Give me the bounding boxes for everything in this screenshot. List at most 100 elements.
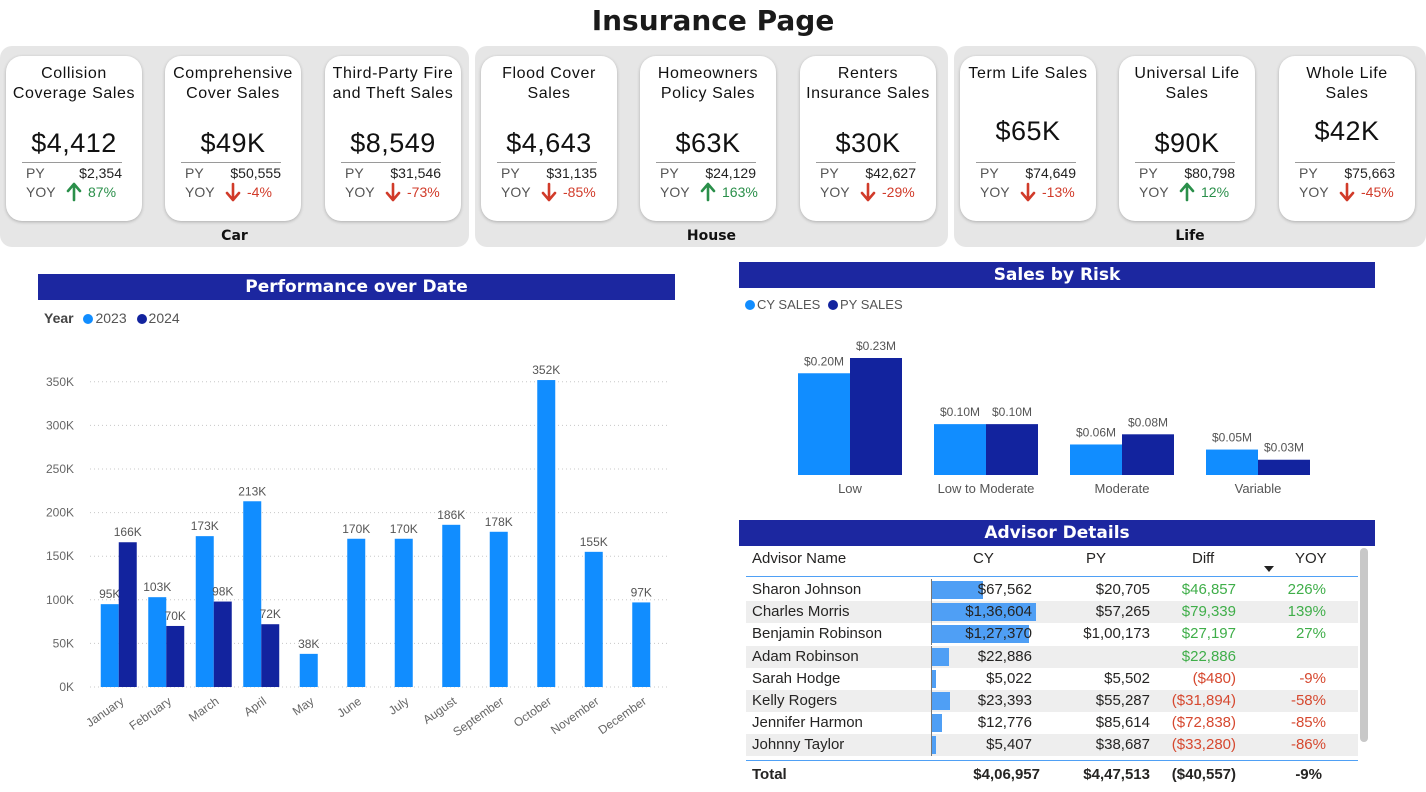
y-tick-label: 100K (46, 593, 74, 607)
yoy-label: YOY (980, 184, 1010, 200)
kpi-group-car: Collision Coverage Sales $4,412 PY $2,354 YO… (0, 46, 469, 247)
bar-py-sales[interactable] (850, 358, 902, 475)
table-row[interactable]: Kelly Rogers $23,393 $55,287 ($31,894) -58% (746, 690, 1358, 712)
kpi-card-divider (341, 162, 441, 163)
total-cy: $4,06,957 (973, 766, 1040, 783)
bar-2023[interactable] (632, 602, 651, 687)
legend-item-py-sales[interactable]: PY SALES (827, 297, 903, 312)
bar-2024[interactable] (118, 542, 137, 687)
kpi-card[interactable]: Renters Insurance Sales $30K PY $42,627 YOY -… (800, 56, 936, 221)
bar-2023[interactable] (442, 524, 461, 687)
kpi-card-yoy-row: YOY -13% (980, 182, 1076, 202)
kpi-card[interactable]: Third-Party Fire and Theft Sales $8,549 PY… (325, 56, 461, 221)
y-tick-label: 150K (46, 549, 74, 563)
bar-2023[interactable] (100, 604, 119, 687)
bar-2023[interactable] (299, 653, 318, 687)
bar-2023[interactable] (347, 538, 366, 687)
yoy-value: -29% (882, 184, 915, 200)
bar-2024[interactable] (213, 601, 232, 687)
kpi-card-value: $42K (1314, 116, 1380, 146)
kpi-card[interactable]: Collision Coverage Sales $4,412 PY $2,354 YO… (6, 56, 142, 221)
y-tick-label: 0K (59, 680, 74, 694)
cell-cy: $12,776 (977, 714, 1032, 732)
bar-cy-sales[interactable] (1070, 444, 1122, 475)
table-row[interactable]: Adam Robinson $22,886 $22,886 (746, 645, 1358, 668)
py-label: PY (820, 165, 839, 181)
cy-bar-axis (931, 601, 932, 624)
column-header-advisor-name[interactable]: Advisor Name (752, 550, 847, 567)
bar-2024[interactable] (166, 625, 185, 687)
cell-cy: $5,407 (986, 736, 1032, 754)
legend-item-2023[interactable]: 2023 (83, 310, 130, 326)
kpi-card[interactable]: Homeowners Policy Sales $63K PY $24,129 YOY 1… (640, 56, 776, 221)
cell-diff: ($31,894) (1171, 692, 1236, 709)
bar-2023[interactable] (489, 531, 508, 687)
bar-py-sales[interactable] (1122, 434, 1174, 475)
yoy-value: -45% (1361, 184, 1394, 200)
kpi-card-divider (656, 162, 756, 163)
cy-data-bar (932, 647, 950, 666)
x-tick-label: February (127, 694, 174, 733)
cy-bar-axis (931, 690, 932, 712)
kpi-card-divider (181, 162, 281, 163)
column-header-py[interactable]: PY (1086, 550, 1107, 567)
column-header-yoy[interactable]: YOY (1295, 550, 1327, 567)
data-label-2024: 166K (114, 525, 142, 539)
kpi-card[interactable]: Flood Cover Sales $4,643 PY $31,135 YOY -85% (481, 56, 617, 221)
bar-2024[interactable] (261, 624, 280, 687)
yoy-value: -4% (247, 184, 272, 200)
table-row[interactable]: Sarah Hodge $5,022 $5,502 ($480) -9% (746, 667, 1358, 690)
kpi-card-py-row: PY $50,555 (185, 165, 281, 183)
bar-2023[interactable] (148, 597, 167, 687)
kpi-card[interactable]: Comprehensive Cover Sales $49K PY $50,555 YO… (165, 56, 301, 221)
kpi-card-divider (22, 162, 122, 163)
kpi-card[interactable]: Whole Life Sales $42K PY $75,663 YOY -45% (1279, 56, 1415, 221)
kpi-card[interactable]: Term Life Sales $65K PY $74,649 YOY -13% (960, 56, 1096, 221)
cy-data-bar (932, 714, 942, 733)
table-row[interactable]: Jennifer Harmon $12,776 $85,614 ($72,838) -8… (746, 712, 1358, 735)
bar-cy-sales[interactable] (1206, 449, 1258, 475)
x-tick-label: June (335, 694, 365, 721)
x-category-label: Low (838, 481, 862, 496)
data-label-2024: 98K (212, 585, 233, 599)
cy-data-bar (932, 603, 1036, 622)
table-row[interactable]: Charles Morris $1,36,604 $57,265 $79,339 139… (746, 601, 1358, 624)
x-tick-label: May (290, 694, 317, 718)
bar-2023[interactable] (243, 501, 262, 687)
kpi-card-yoy-row: YOY -4% (185, 182, 281, 202)
table-row[interactable]: Benjamin Robinson $1,27,370 $1,00,173 $27,1… (746, 623, 1358, 646)
x-tick-label: December (596, 694, 649, 737)
cell-name: Benjamin Robinson (752, 625, 883, 643)
legend-item-cy-sales[interactable]: CY SALES (745, 297, 824, 312)
kpi-card[interactable]: Universal Life Sales $90K PY $80,798 YOY 12% (1119, 56, 1255, 221)
bar-py-sales[interactable] (986, 424, 1038, 475)
data-label-2023: 178K (485, 515, 513, 529)
x-category-label: Low to Moderate (938, 481, 1035, 496)
cell-yoy: -86% (1290, 736, 1326, 754)
bar-2023[interactable] (537, 380, 556, 687)
cell-yoy: 226% (1287, 581, 1326, 598)
bar-2023[interactable] (195, 536, 214, 687)
table-row[interactable]: Sharon Johnson $67,562 $20,705 $46,857 226% (746, 579, 1358, 601)
bar-2023[interactable] (584, 551, 603, 687)
advisor-table-scrollbar[interactable] (1360, 548, 1368, 742)
kpi-card-value: $30K (835, 128, 901, 158)
bar-cy-sales[interactable] (798, 373, 850, 475)
yoy-label: YOY (345, 184, 375, 200)
column-header-diff[interactable]: Diff (1192, 550, 1215, 567)
x-category-label: Variable (1235, 481, 1282, 496)
total-label: Total (752, 766, 787, 783)
legend-item-2024[interactable]: 2024 (136, 310, 180, 326)
kpi-card-title: Homeowners Policy Sales (657, 65, 759, 102)
yoy-label: YOY (185, 184, 215, 200)
bar-cy-sales[interactable] (934, 424, 986, 475)
cell-diff: $22,886 (1181, 647, 1236, 665)
sort-descending-icon[interactable] (1264, 566, 1274, 572)
data-label-py: $0.10M (992, 405, 1032, 419)
bar-2023[interactable] (394, 538, 413, 687)
cell-diff: $27,197 (1181, 625, 1236, 643)
table-row[interactable]: Johnny Taylor $5,407 $38,687 ($33,280) -86% (746, 734, 1358, 757)
column-header-cy[interactable]: CY (973, 550, 994, 567)
cell-diff: ($33,280) (1171, 736, 1236, 754)
bar-py-sales[interactable] (1258, 459, 1310, 475)
